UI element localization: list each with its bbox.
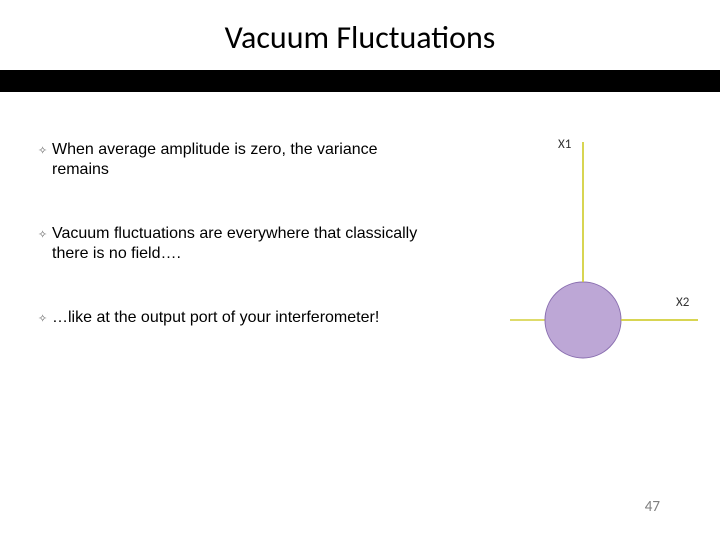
bullet-item: ✧ …like at the output port of your inter… — [38, 308, 438, 329]
x2-axis-label: X2 — [676, 295, 690, 310]
phase-space-diagram: X1 X2 — [480, 130, 700, 410]
uncertainty-circle — [545, 282, 621, 358]
diamond-bullet-icon: ✧ — [38, 224, 52, 245]
slide-title: Vacuum Fluctuations — [0, 18, 720, 57]
bullet-text: When average amplitude is zero, the vari… — [52, 140, 438, 180]
x1-axis-label: X1 — [558, 137, 571, 152]
bullet-text: Vacuum fluctuations are everywhere that … — [52, 224, 438, 264]
diamond-bullet-icon: ✧ — [38, 308, 52, 329]
diagram-svg: X1 X2 — [480, 130, 700, 410]
slide: Vacuum Fluctuations ✧ When average ampli… — [0, 0, 720, 540]
bullet-text: …like at the output port of your interfe… — [52, 308, 379, 328]
bullet-list: ✧ When average amplitude is zero, the va… — [38, 140, 438, 373]
diamond-bullet-icon: ✧ — [38, 140, 52, 161]
separator-band — [0, 70, 720, 92]
page-number: 47 — [645, 498, 660, 516]
bullet-item: ✧ Vacuum fluctuations are everywhere tha… — [38, 224, 438, 264]
bullet-item: ✧ When average amplitude is zero, the va… — [38, 140, 438, 180]
